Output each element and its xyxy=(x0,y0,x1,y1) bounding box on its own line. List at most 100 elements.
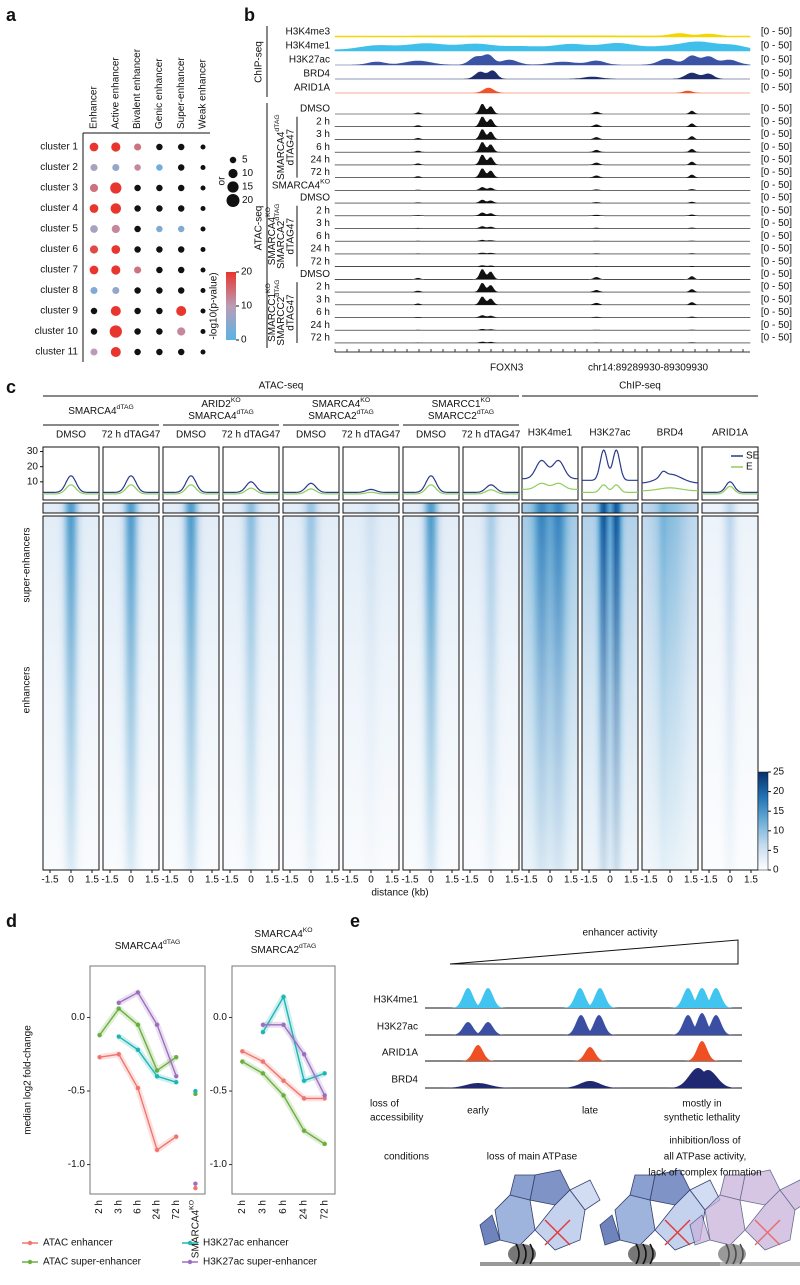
track-range: [0 - 50] xyxy=(761,129,792,140)
legend-dot xyxy=(187,1259,193,1265)
x-tick-label: 0 xyxy=(248,875,254,886)
colorbar-label: 0 xyxy=(773,865,779,876)
size-legend-dot xyxy=(228,168,238,179)
track-label: DMSO xyxy=(300,104,330,115)
heatmap-se xyxy=(701,502,759,514)
condition-label: 72 h dTAG47 xyxy=(222,430,281,441)
dot xyxy=(134,164,141,171)
schematic-peak xyxy=(556,1047,624,1061)
legend-dot xyxy=(27,1240,33,1246)
track-signal xyxy=(335,70,750,80)
track-range: [0 - 50] xyxy=(761,41,792,52)
track-label: 24 h xyxy=(311,155,330,166)
x-tick-label: 2 h xyxy=(94,1200,105,1214)
track-signal xyxy=(334,154,751,166)
point xyxy=(174,1055,179,1060)
x-tick-label: -1.5 xyxy=(401,875,419,886)
point xyxy=(240,1049,245,1054)
profile-box xyxy=(641,446,699,501)
dot xyxy=(177,348,185,356)
dot xyxy=(89,142,99,152)
x-tick-label: 0 xyxy=(308,875,314,886)
heatmap-fade xyxy=(162,515,220,871)
heatmap-fade xyxy=(282,515,340,871)
track-signal xyxy=(335,239,750,242)
subunit xyxy=(599,1214,621,1246)
dot xyxy=(134,184,141,192)
track-label: 3 h xyxy=(316,294,330,305)
row-label: cluster 3 xyxy=(40,183,78,194)
dot xyxy=(200,164,206,171)
heatmap-se xyxy=(462,502,520,514)
condition-label: 72 h dTAG47 xyxy=(102,430,161,441)
heatmap-se xyxy=(342,502,400,514)
schematic-peak xyxy=(556,988,624,1008)
cross xyxy=(544,1219,571,1246)
track-label: 3 h xyxy=(316,129,330,140)
size-legend-label: 5 xyxy=(242,155,248,166)
track-range: [0 - 50] xyxy=(761,104,792,115)
y-tick-label: -1.0 xyxy=(68,1159,86,1170)
panel-label: e xyxy=(350,911,360,931)
chart-title: SMARCA4dTAG xyxy=(115,939,181,951)
dna-wrap xyxy=(522,1243,527,1265)
group-label: SMARCA4dTAG xyxy=(68,404,134,416)
text-sup: dTAG xyxy=(357,409,374,416)
heatmap-se xyxy=(282,502,340,514)
x-tick-label: 0 xyxy=(547,875,553,886)
track-range: [0 - 50] xyxy=(761,167,792,178)
group-sublabel: dTAG47 xyxy=(286,128,297,165)
track-signal xyxy=(334,116,751,128)
track-range: [0 - 50] xyxy=(761,256,792,267)
y-tick-label: -0.5 xyxy=(68,1086,86,1097)
profile-curve xyxy=(403,475,459,493)
text-base: SMARCC2 xyxy=(428,411,477,422)
x-tick-label: -1.5 xyxy=(640,875,658,886)
point xyxy=(154,1068,160,1073)
profile-curve xyxy=(283,488,339,495)
track-signal xyxy=(334,329,751,331)
dna-wrap xyxy=(635,1243,640,1265)
series-line xyxy=(262,1024,326,1096)
point xyxy=(135,1047,141,1053)
legend-label: SE xyxy=(746,451,760,462)
text-base: SMARCA2 xyxy=(276,220,287,269)
track-range: [0 - 50] xyxy=(761,180,792,191)
group-label: SMARCA4KO xyxy=(265,207,277,265)
track-signal xyxy=(334,142,751,153)
heatmap-se xyxy=(42,502,100,514)
profile-curve xyxy=(103,475,159,493)
condition-label: lack of complex formation xyxy=(648,1168,761,1179)
mark-label: H3K27ac xyxy=(377,1022,418,1033)
dot xyxy=(90,348,98,356)
heatmap-fade xyxy=(402,515,460,871)
track-label: 24 h xyxy=(311,244,330,255)
point xyxy=(260,1029,266,1035)
dot xyxy=(177,143,185,151)
profile-box xyxy=(581,446,639,501)
condition-label: DMSO xyxy=(56,430,86,441)
point xyxy=(154,1022,160,1028)
track-label: H3K4me1 xyxy=(286,41,331,52)
x-tick-label: 1.5 xyxy=(385,875,399,886)
point xyxy=(174,1074,179,1079)
track-signal xyxy=(334,315,751,318)
column-label: H3K27ac xyxy=(589,428,630,439)
point xyxy=(116,1034,121,1039)
text-sup: KO xyxy=(360,397,370,404)
panel-label: d xyxy=(6,911,17,931)
track-label: 3 h xyxy=(316,218,330,229)
profile-curve xyxy=(642,470,698,484)
condition-label: inhibition/loss of xyxy=(669,1136,740,1147)
profile-curve xyxy=(582,449,638,481)
schematic-peak xyxy=(668,1013,736,1035)
x-tick-label: -1.5 xyxy=(580,875,598,886)
column-label: Enhancer xyxy=(89,86,100,129)
dot xyxy=(112,286,120,295)
series-line xyxy=(118,991,177,1077)
row-label: cluster 9 xyxy=(40,306,78,317)
dot xyxy=(177,184,185,192)
text-base: SMARCA4 xyxy=(312,399,361,410)
x-tick-label: 0 xyxy=(667,875,673,886)
dot xyxy=(134,266,142,274)
